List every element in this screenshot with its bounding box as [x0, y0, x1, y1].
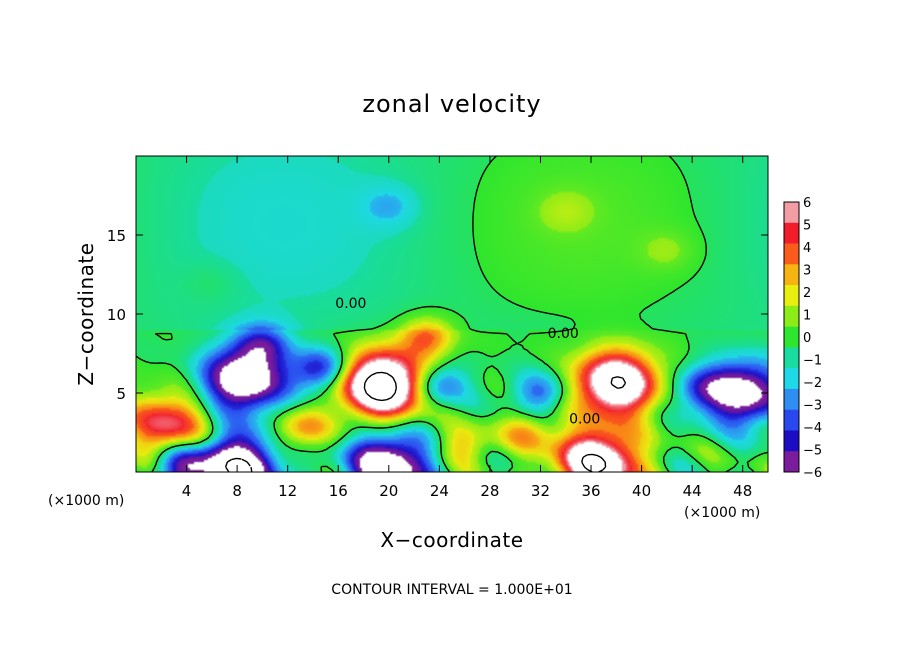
x-tick-label: 28 [480, 482, 499, 500]
x-unit-label-left: (×1000 m) [48, 493, 124, 509]
y-tick-label: 15 [107, 227, 126, 245]
colorbar-tick-label: 0 [803, 331, 811, 346]
x-unit-label-right: (×1000 m) [684, 505, 760, 521]
x-axis: 4 8 12 16 20 24 28 32 36 40 44 48 [182, 156, 752, 500]
colorbar-swatch [784, 285, 799, 307]
colorbar-swatch [784, 305, 799, 327]
colorbar-tick-label: −6 [803, 466, 822, 481]
contour-minus-10 [225, 457, 253, 472]
colorbar-swatch [784, 326, 799, 348]
colorbar-swatch [784, 243, 799, 265]
y-tick-label: 5 [116, 385, 126, 403]
x-tick-label: 32 [531, 482, 550, 500]
colorbar-frame [783, 201, 800, 473]
colorbar-tick-label: −2 [803, 376, 822, 391]
colorbar-tick-label: 2 [803, 286, 811, 301]
colorbar-tick-label: 4 [803, 241, 811, 256]
chart-title: zonal velocity [362, 90, 541, 118]
colorbar-tick-label: 5 [803, 219, 811, 234]
contour-labels: 0.00 0.00 0.00 [335, 296, 600, 427]
x-tick-label: 40 [632, 482, 651, 500]
colorbar-tick-label: 6 [803, 196, 811, 211]
colorbar: 6 5 4 3 2 1 0 −1 −2 −3 −4 −5 −6 [783, 196, 822, 481]
y-axis-title: Z−coordinate [74, 242, 98, 385]
plot-area [136, 156, 768, 472]
y-axis: 5 10 15 [107, 227, 768, 403]
contour-label: 0.00 [569, 411, 600, 427]
x-tick-label: 44 [683, 482, 702, 500]
x-tick-label: 48 [733, 482, 752, 500]
x-tick-label: 20 [379, 482, 398, 500]
x-tick-label: 16 [329, 482, 348, 500]
contour-lines [136, 156, 768, 472]
colorbar-tick-label: 1 [803, 309, 811, 324]
colorbar-tick-label: −3 [803, 399, 822, 414]
colorbar-swatch [784, 202, 799, 224]
x-tick-label: 24 [430, 482, 449, 500]
x-axis-title: X−coordinate [380, 528, 523, 552]
contour-label: 0.00 [548, 326, 579, 342]
y-tick-label: 10 [107, 306, 126, 324]
colorbar-tick-label: −4 [803, 421, 822, 436]
colorbar-swatch [784, 264, 799, 286]
colorbar-swatch [784, 409, 799, 431]
colorbar-swatch [784, 451, 799, 473]
x-tick-label: 12 [278, 482, 297, 500]
colorbar-tick-label: −5 [803, 444, 822, 459]
colorbar-tick-label: 3 [803, 264, 811, 279]
x-tick-label: 4 [182, 482, 192, 500]
colorbar-swatch [784, 430, 799, 452]
colorbar-swatch [784, 368, 799, 390]
contour-interval-note: CONTOUR INTERVAL = 1.000E+01 [331, 582, 572, 598]
heatmap-field [136, 156, 768, 472]
colorbar-swatch [784, 222, 799, 244]
x-tick-label: 8 [232, 482, 242, 500]
contour-plus-10 [363, 371, 627, 472]
colorbar-tick-label: −1 [803, 354, 822, 369]
contour-zero [136, 156, 768, 472]
contour-label: 0.00 [335, 296, 366, 312]
x-tick-label: 36 [581, 482, 600, 500]
colorbar-swatch [784, 347, 799, 369]
colorbar-swatch [784, 388, 799, 410]
